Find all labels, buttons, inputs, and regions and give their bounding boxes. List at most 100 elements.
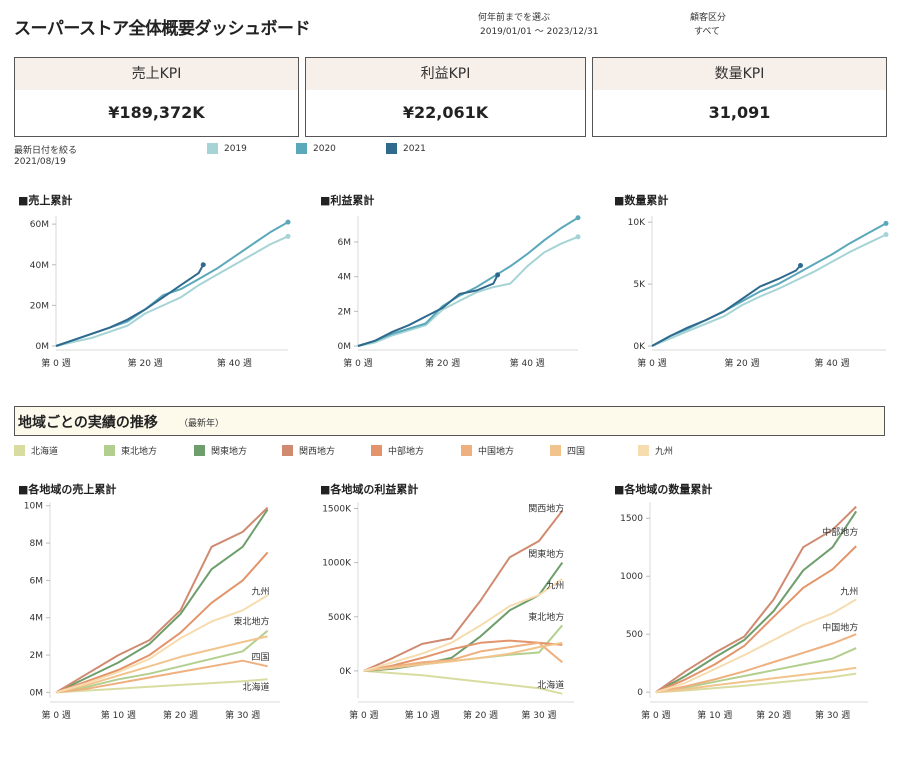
segment-filter-value[interactable]: すべて <box>694 27 721 37</box>
x-tick-label: 第 30 週 <box>815 709 850 721</box>
profit-kpi-card: 利益KPI ¥22,061K <box>305 57 586 137</box>
series-line-2020[interactable] <box>55 221 289 347</box>
quantity-cumulative-title: ■数量累計 <box>614 194 669 207</box>
series-line-中部地方[interactable] <box>655 545 857 694</box>
series-line-四国[interactable] <box>55 635 268 694</box>
legend-label: 九州 <box>655 447 674 457</box>
legend-chubu[interactable]: 中部地方 <box>371 444 424 457</box>
series-line-関東地方[interactable] <box>55 508 269 694</box>
series-annotation: 北海道 <box>537 679 564 691</box>
y-tick-label: 1500K <box>322 504 352 514</box>
legend-swatch <box>461 445 472 456</box>
region-sales-title: ■各地域の売上累計 <box>18 483 117 496</box>
series-end-point-2021[interactable] <box>495 272 501 278</box>
series-line-関西地方[interactable] <box>363 510 564 672</box>
legend-swatch <box>207 143 218 154</box>
legend-shikoku[interactable]: 四国 <box>550 444 585 457</box>
series-line-九州[interactable] <box>655 598 857 694</box>
legend-2019[interactable]: 2019 <box>207 143 247 154</box>
legend-2020[interactable]: 2020 <box>296 143 336 154</box>
sales-cumulative-chart[interactable]: 0M 20M 40M 60M 第 0 週 第 20 週 第 40 週 <box>10 210 292 375</box>
series-line-四国[interactable] <box>363 641 563 672</box>
segment-filter-label: 顧客区分 <box>690 13 727 23</box>
y-tick-label: 40M <box>30 261 49 271</box>
series-line-北海道[interactable] <box>56 678 268 694</box>
series-end-point-2020[interactable] <box>575 215 581 221</box>
x-tick-label: 第 0 週 <box>41 709 70 721</box>
series-line-2021[interactable] <box>55 264 205 347</box>
series-line-2019[interactable] <box>651 233 887 347</box>
series-end-point-2019[interactable] <box>285 233 291 239</box>
quantity-cumulative-chart[interactable]: 0K 5K 10K 第 0 週 第 20 週 第 40 週 <box>606 210 890 375</box>
legend-kansai[interactable]: 関西地方 <box>282 444 335 457</box>
series-line-2021[interactable] <box>651 264 802 347</box>
series-line-中国地方[interactable] <box>56 659 268 694</box>
date-filter-value[interactable]: 2021/08/19 <box>14 157 66 167</box>
series-end-point-2020[interactable] <box>883 220 889 226</box>
legend-hokkaido[interactable]: 北海道 <box>14 444 58 457</box>
series-line-関西地方[interactable] <box>55 506 269 694</box>
legend-swatch <box>638 445 649 456</box>
series-annotation: 九州 <box>546 580 564 591</box>
legend-kyushu[interactable]: 九州 <box>638 444 673 457</box>
y-tick-label: 0 <box>637 688 643 698</box>
y-tick-label: 0M <box>30 688 44 698</box>
series-line-東北地方[interactable] <box>56 630 269 694</box>
y-tick-label: 0K <box>339 667 352 677</box>
series-end-point-2019[interactable] <box>883 232 889 238</box>
x-tick-label: 第 20 週 <box>463 709 498 721</box>
series-line-関東地方[interactable] <box>655 510 858 694</box>
x-tick-label: 第 20 週 <box>163 709 198 721</box>
period-filter-value[interactable]: 2019/01/01 ～ 2023/12/31 <box>480 27 599 37</box>
legend-swatch <box>194 445 205 456</box>
legend-tohoku[interactable]: 東北地方 <box>104 444 157 457</box>
series-line-中部地方[interactable] <box>55 551 269 694</box>
series-line-中部地方[interactable] <box>363 639 563 672</box>
legend-swatch <box>371 445 382 456</box>
series-line-2020[interactable] <box>651 222 887 347</box>
series-line-中国地方[interactable] <box>655 633 857 694</box>
legend-swatch <box>550 445 561 456</box>
series-line-2019[interactable] <box>357 235 579 347</box>
legend-chugoku[interactable]: 中国地方 <box>461 444 514 457</box>
series-line-2019[interactable] <box>55 235 289 347</box>
series-line-東北地方[interactable] <box>655 647 857 694</box>
y-tick-label: 4M <box>338 273 352 283</box>
legend-label: 東北地方 <box>121 447 158 457</box>
series-end-point-2020[interactable] <box>285 219 291 225</box>
series-line-四国[interactable] <box>655 666 857 694</box>
series-line-2021[interactable] <box>357 274 499 347</box>
series-line-中国地方[interactable] <box>363 641 563 672</box>
region-quantity-title: ■各地域の数量累計 <box>614 483 713 496</box>
legend-label: 中部地方 <box>388 447 425 457</box>
quantity-kpi-label: 数量KPI <box>593 58 886 90</box>
y-tick-label: 0M <box>36 342 50 352</box>
date-filter-label: 最新日付を絞る <box>14 146 78 156</box>
y-tick-label: 5K <box>633 280 646 290</box>
series-line-九州[interactable] <box>363 578 563 672</box>
legend-label: 関西地方 <box>299 447 336 457</box>
region-profit-chart[interactable]: 0K 500K 1000K 1500K 第 0 週 第 10 週 第 20 週 第 30 週 関… <box>312 498 594 730</box>
period-filter-label: 何年前までを選ぶ <box>478 13 551 23</box>
page-title: スーパーストア全体概要ダッシュボード <box>14 19 310 39</box>
series-end-point-2021[interactable] <box>798 263 803 269</box>
x-tick-label: 第 30 週 <box>225 709 260 721</box>
legend-label: 2019 <box>224 143 247 154</box>
series-line-北海道[interactable] <box>363 669 563 695</box>
region-profit-title: ■各地域の利益累計 <box>320 483 419 496</box>
series-line-関西地方[interactable] <box>655 505 857 694</box>
quantity-kpi-card: 数量KPI 31,091 <box>592 57 887 137</box>
series-end-point-2019[interactable] <box>575 234 581 240</box>
series-line-九州[interactable] <box>55 594 269 694</box>
legend-2021[interactable]: 2021 <box>386 143 426 154</box>
profit-cumulative-chart[interactable]: 0M 2M 4M 6M 第 0 週 第 20 週 第 40 週 <box>312 210 582 375</box>
series-line-2020[interactable] <box>357 216 579 347</box>
series-line-北海道[interactable] <box>655 672 857 694</box>
region-sales-chart[interactable]: 0M 2M 4M 6M 8M 10M 第 0 週 第 10 週 第 20 週 第 30 週 九州東北… <box>10 498 300 730</box>
y-tick-label: 1000K <box>322 559 352 569</box>
y-tick-label: 1000 <box>620 572 643 582</box>
region-quantity-chart[interactable]: 0 500 1000 1500 第 0 週 第 10 週 第 20 週 第 30 週 中部地方九… <box>606 498 890 730</box>
sales-cumulative-title: ■売上累計 <box>18 194 73 207</box>
series-end-point-2021[interactable] <box>200 262 206 268</box>
legend-kanto[interactable]: 関東地方 <box>194 444 247 457</box>
